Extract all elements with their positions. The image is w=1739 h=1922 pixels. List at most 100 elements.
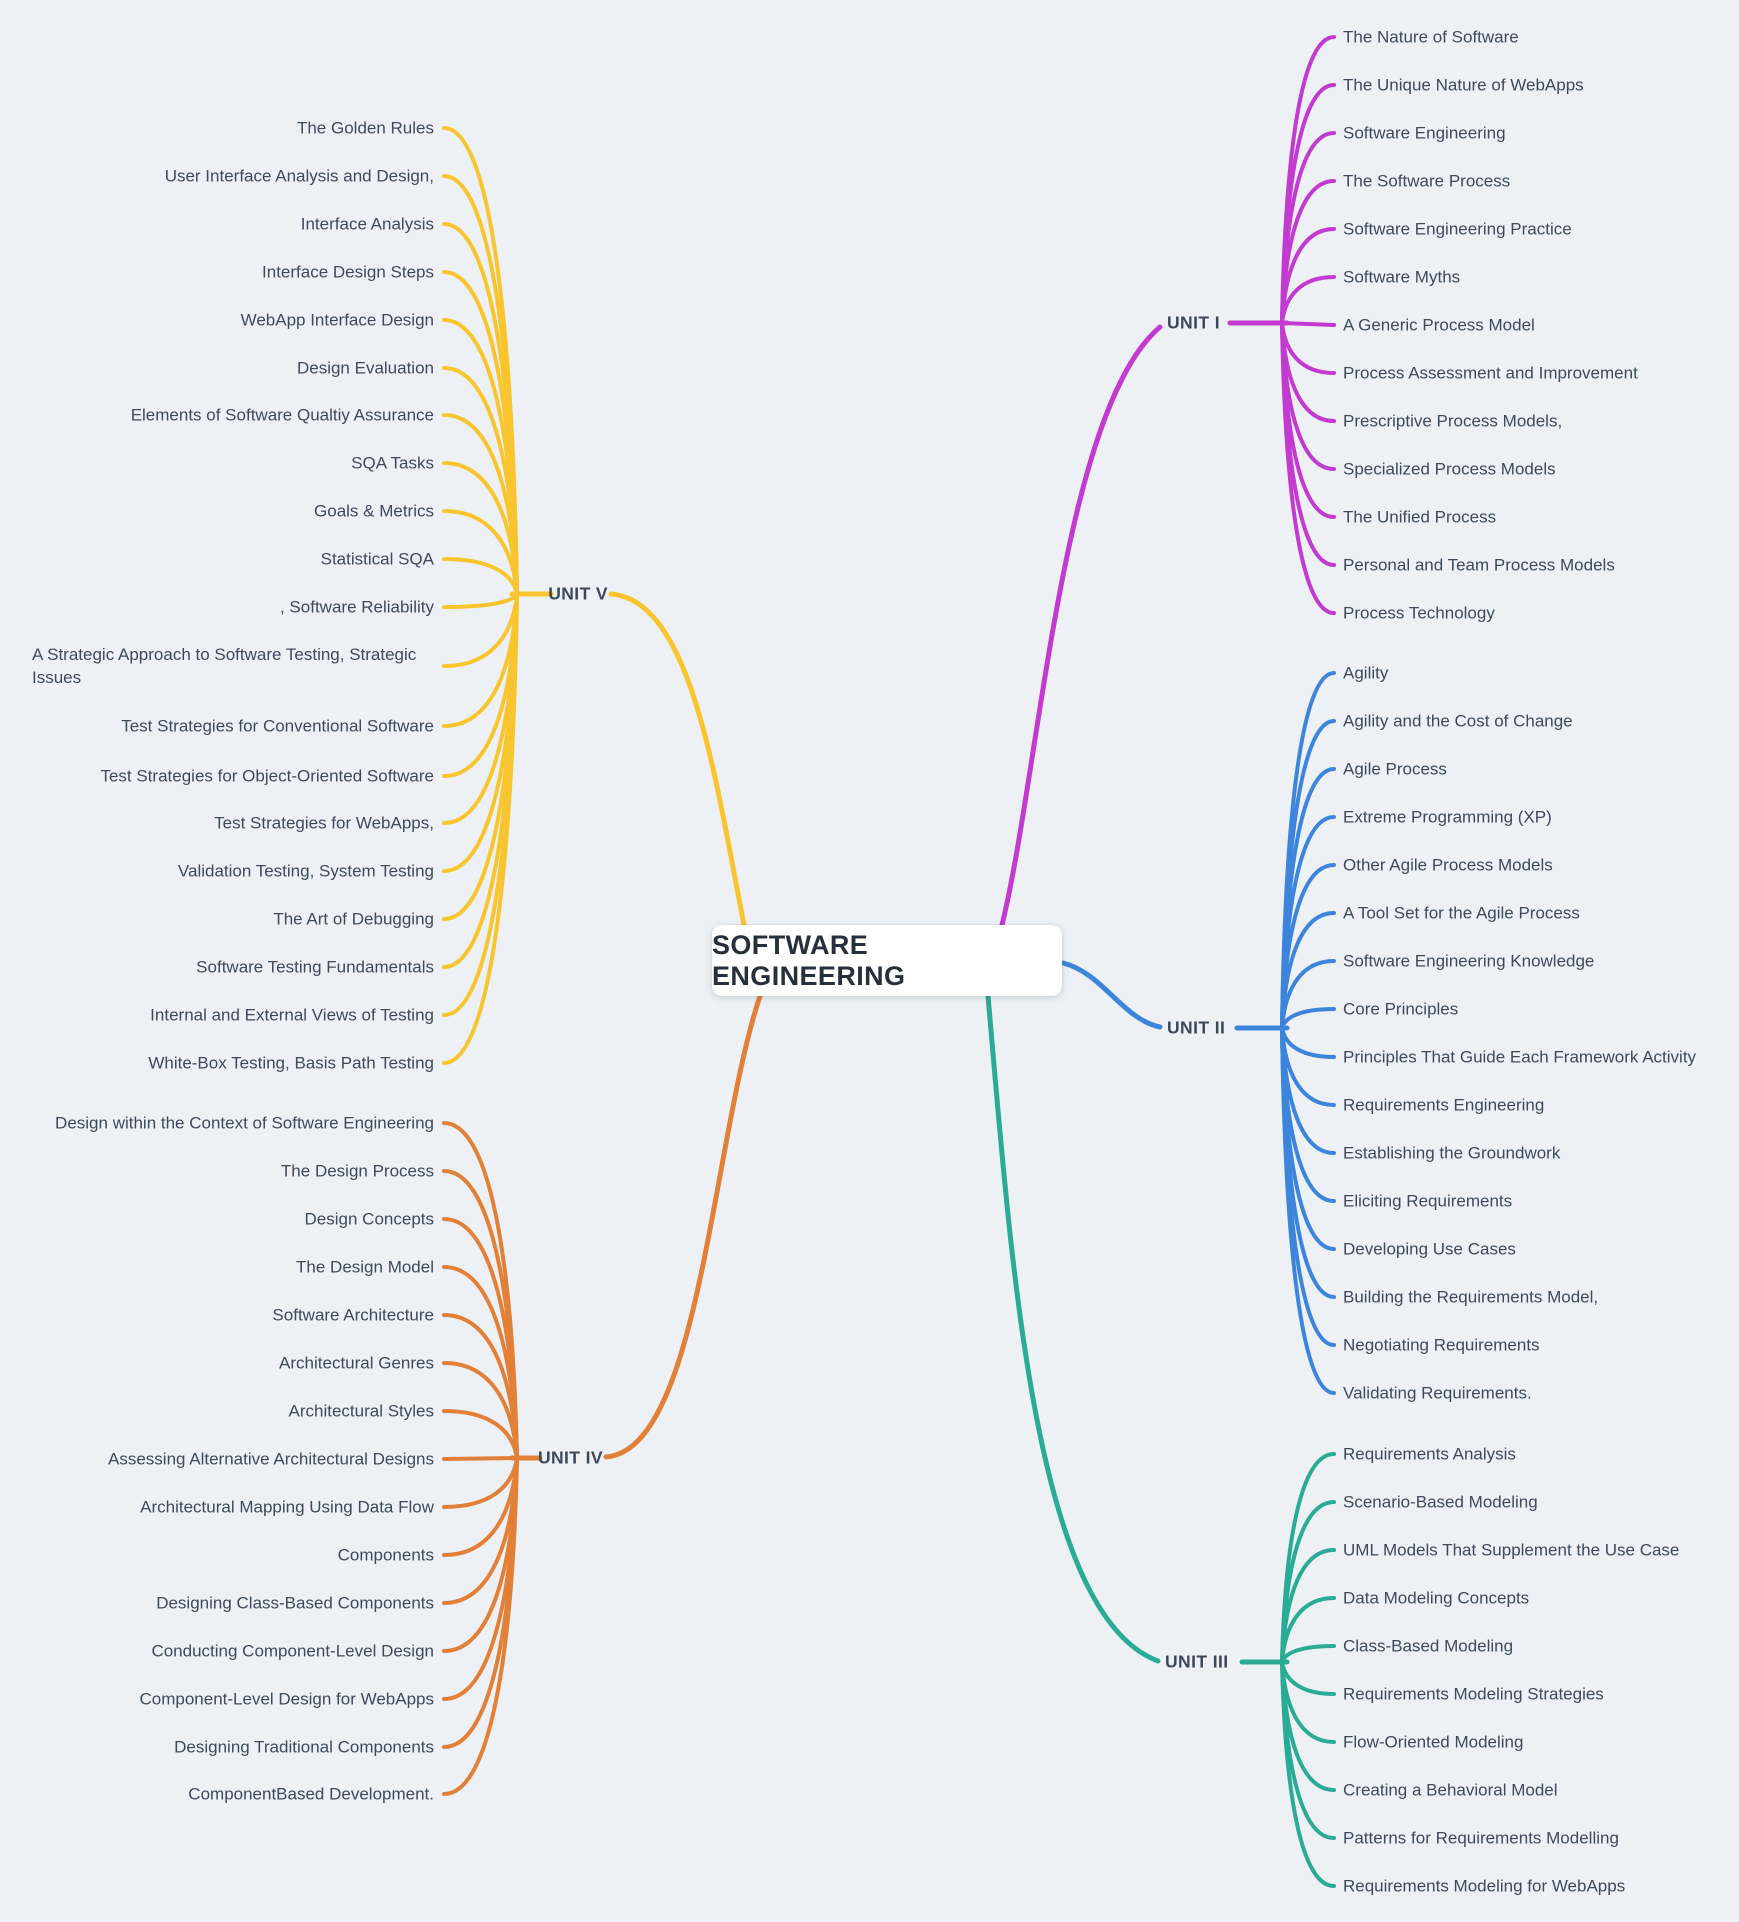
leaf-topic-node[interactable]: Internal and External Views of Testing xyxy=(150,1005,434,1025)
leaf-topic-node[interactable]: Statistical SQA xyxy=(320,549,434,569)
leaf-topic-node[interactable]: Elements of Software Qualtiy Assurance xyxy=(130,405,434,425)
leaf-topic-node[interactable]: Requirements Modeling Strategies xyxy=(1343,1684,1604,1704)
branch-curve xyxy=(1280,321,1336,375)
leaf-topic-node[interactable]: Eliciting Requirements xyxy=(1343,1191,1513,1211)
leaf-topic-node[interactable]: Principles That Guide Each Framework Act… xyxy=(1343,1047,1697,1067)
unit-label-5[interactable]: UNIT V xyxy=(548,583,608,604)
leaf-topic-node[interactable]: Other Agile Process Models xyxy=(1343,855,1553,875)
branch-curve xyxy=(442,1409,519,1460)
leaf-topic-node[interactable]: Agile Process xyxy=(1343,759,1447,779)
leaf-topic-node[interactable]: The Art of Debugging xyxy=(273,909,434,929)
branch-curve xyxy=(1060,960,1163,1030)
leaf-topic-node[interactable]: User Interface Analysis and Design, xyxy=(164,166,434,186)
leaf-topic-node[interactable]: Conducting Component-Level Design xyxy=(151,1641,434,1661)
branch-curve xyxy=(603,993,763,1460)
leaf-topic-node[interactable]: UML Models That Supplement the Use Case xyxy=(1343,1540,1680,1560)
unit-label-1[interactable]: UNIT I xyxy=(1167,312,1220,333)
leaf-topic-node[interactable]: Goals & Metrics xyxy=(314,501,434,521)
leaf-topic-node[interactable]: Software Myths xyxy=(1343,267,1461,287)
leaf-topic-node[interactable]: A Tool Set for the Agile Process xyxy=(1343,903,1580,923)
leaf-topic-node[interactable]: Process Assessment and Improvement xyxy=(1343,363,1638,383)
leaf-topic-node[interactable]: The Design Process xyxy=(280,1161,434,1181)
unit-label-4[interactable]: UNIT IV xyxy=(537,1447,603,1468)
leaf-topic-node[interactable]: Software Engineering xyxy=(1343,123,1506,143)
leaf-topic-node[interactable]: Test Strategies for WebApps, xyxy=(214,813,434,833)
leaf-topic-node[interactable]: SQA Tasks xyxy=(351,453,434,473)
leaf-topic-node[interactable]: Validation Testing, System Testing xyxy=(177,861,434,881)
leaf-topic-node[interactable]: , Software Reliability xyxy=(279,597,434,617)
leaf-topic-node[interactable]: Component-Level Design for WebApps xyxy=(139,1689,434,1709)
branch-curve xyxy=(442,1361,519,1460)
leaf-topic-node[interactable]: Requirements Modeling for WebApps xyxy=(1343,1876,1626,1896)
leaf-topic-node[interactable]: Interface Analysis xyxy=(300,214,434,234)
leaf-topic-node[interactable]: Patterns for Requirements Modelling xyxy=(1343,1828,1619,1848)
leaf-topic-node[interactable]: Architectural Mapping Using Data Flow xyxy=(140,1497,434,1517)
branch-curve xyxy=(1280,1644,1336,1664)
leaf-topic-node[interactable]: Data Modeling Concepts xyxy=(1343,1588,1530,1608)
leaf-topic-node[interactable]: Negotiating Requirements xyxy=(1343,1335,1540,1355)
leaf-topic-node[interactable]: Software Architecture xyxy=(272,1305,434,1325)
leaf-topic-node[interactable]: ComponentBased Development. xyxy=(188,1784,434,1804)
leaf-topic-node[interactable]: Test Strategies for Object-Oriented Soft… xyxy=(100,766,434,786)
leaf-topic-node[interactable]: The Design Model xyxy=(296,1257,434,1277)
leaf-topic-node[interactable]: WebApp Interface Design xyxy=(240,310,434,330)
leaf-topic-node[interactable]: Flow-Oriented Modeling xyxy=(1343,1732,1524,1752)
branch-curve xyxy=(1280,959,1336,1030)
unit-label-3[interactable]: UNIT III xyxy=(1165,1651,1229,1672)
leaf-topic-node[interactable]: Validating Requirements. xyxy=(1343,1383,1532,1403)
branch-curve xyxy=(1280,321,1336,327)
leaf-topic-node[interactable]: Scenario-Based Modeling xyxy=(1343,1492,1538,1512)
leaf-topic-node[interactable]: Software Engineering Knowledge xyxy=(1343,951,1595,971)
branch-curve xyxy=(442,1456,519,1796)
branch-curve xyxy=(1280,275,1336,325)
leaf-topic-node[interactable]: Architectural Styles xyxy=(288,1401,435,1421)
leaf-topic-node[interactable]: Components xyxy=(337,1545,434,1565)
leaf-topic-node[interactable]: Prescriptive Process Models, xyxy=(1343,411,1563,431)
leaf-topic-node[interactable]: Agility and the Cost of Change xyxy=(1343,711,1573,731)
leaf-topic-node[interactable]: Interface Design Steps xyxy=(262,262,434,282)
leaf-topic-node[interactable]: Requirements Engineering xyxy=(1343,1095,1545,1115)
leaf-topic-node[interactable]: Extreme Programming (XP) xyxy=(1343,807,1552,827)
leaf-topic-node[interactable]: Building the Requirements Model, xyxy=(1343,1287,1599,1307)
branch-curve xyxy=(985,993,1161,1664)
branch-curve xyxy=(1280,321,1336,615)
branch-curve xyxy=(1280,1026,1336,1395)
leaf-topic-node[interactable]: Class-Based Modeling xyxy=(1343,1636,1514,1656)
leaf-topic-node[interactable]: The Unified Process xyxy=(1343,507,1497,527)
leaf-topic-node[interactable]: Design Concepts xyxy=(304,1209,434,1229)
leaf-topic-node[interactable]: The Nature of Software xyxy=(1343,27,1519,47)
central-topic-node[interactable]: SOFTWARE ENGINEERING xyxy=(712,925,1062,996)
leaf-topic-node[interactable]: The Golden Rules xyxy=(296,118,434,138)
leaf-topic-node[interactable]: The Unique Nature of WebApps xyxy=(1343,75,1584,95)
leaf-topic-node[interactable]: Software Testing Fundamentals xyxy=(196,957,434,977)
leaf-topic-node[interactable]: Test Strategies for Conventional Softwar… xyxy=(121,716,434,736)
leaf-topic-node[interactable]: Designing Class-Based Components xyxy=(156,1593,434,1613)
leaf-topic-node[interactable]: Core Principles xyxy=(1343,999,1459,1019)
leaf-topic-node[interactable]: Creating a Behavioral Model xyxy=(1343,1780,1558,1800)
leaf-topic-node[interactable]: Design Evaluation xyxy=(296,358,434,378)
leaf-topic-node[interactable]: Assessing Alternative Architectural Desi… xyxy=(108,1449,434,1469)
branch-curve xyxy=(608,591,747,928)
leaf-topic-node[interactable]: Design within the Context of Software En… xyxy=(55,1113,434,1133)
leaf-topic-node[interactable]: Personal and Team Process Models xyxy=(1343,555,1615,575)
leaf-topic-node[interactable]: Establishing the Groundwork xyxy=(1343,1143,1561,1163)
leaf-topic-node[interactable]: Designing Traditional Components xyxy=(174,1737,434,1757)
branch-curve xyxy=(1280,1660,1336,1696)
leaf-topic-node[interactable]: Architectural Genres xyxy=(279,1353,434,1373)
leaf-topic-node[interactable]: A Generic Process Model xyxy=(1343,315,1535,335)
branch-curve xyxy=(1280,83,1336,325)
leaf-topic-node[interactable]: Developing Use Cases xyxy=(1343,1239,1516,1259)
leaf-topic-node[interactable]: Specialized Process Models xyxy=(1343,459,1556,479)
leaf-topic-node[interactable]: Agility xyxy=(1343,663,1389,683)
unit-label-2[interactable]: UNIT II xyxy=(1167,1017,1226,1038)
leaf-topic-node[interactable]: The Software Process xyxy=(1343,171,1511,191)
leaf-topic-node[interactable]: White-Box Testing, Basis Path Testing xyxy=(148,1053,434,1073)
leaf-topic-node[interactable]: A Strategic Approach to Software Testing… xyxy=(32,645,417,687)
leaf-topic-node[interactable]: Process Technology xyxy=(1343,603,1495,623)
leaf-topic-node[interactable]: Requirements Analysis xyxy=(1343,1444,1516,1464)
branch-curve xyxy=(442,509,519,596)
branch-curve xyxy=(442,1456,519,1701)
branch-curve xyxy=(442,1217,519,1460)
leaf-topic-node[interactable]: Software Engineering Practice xyxy=(1343,219,1572,239)
